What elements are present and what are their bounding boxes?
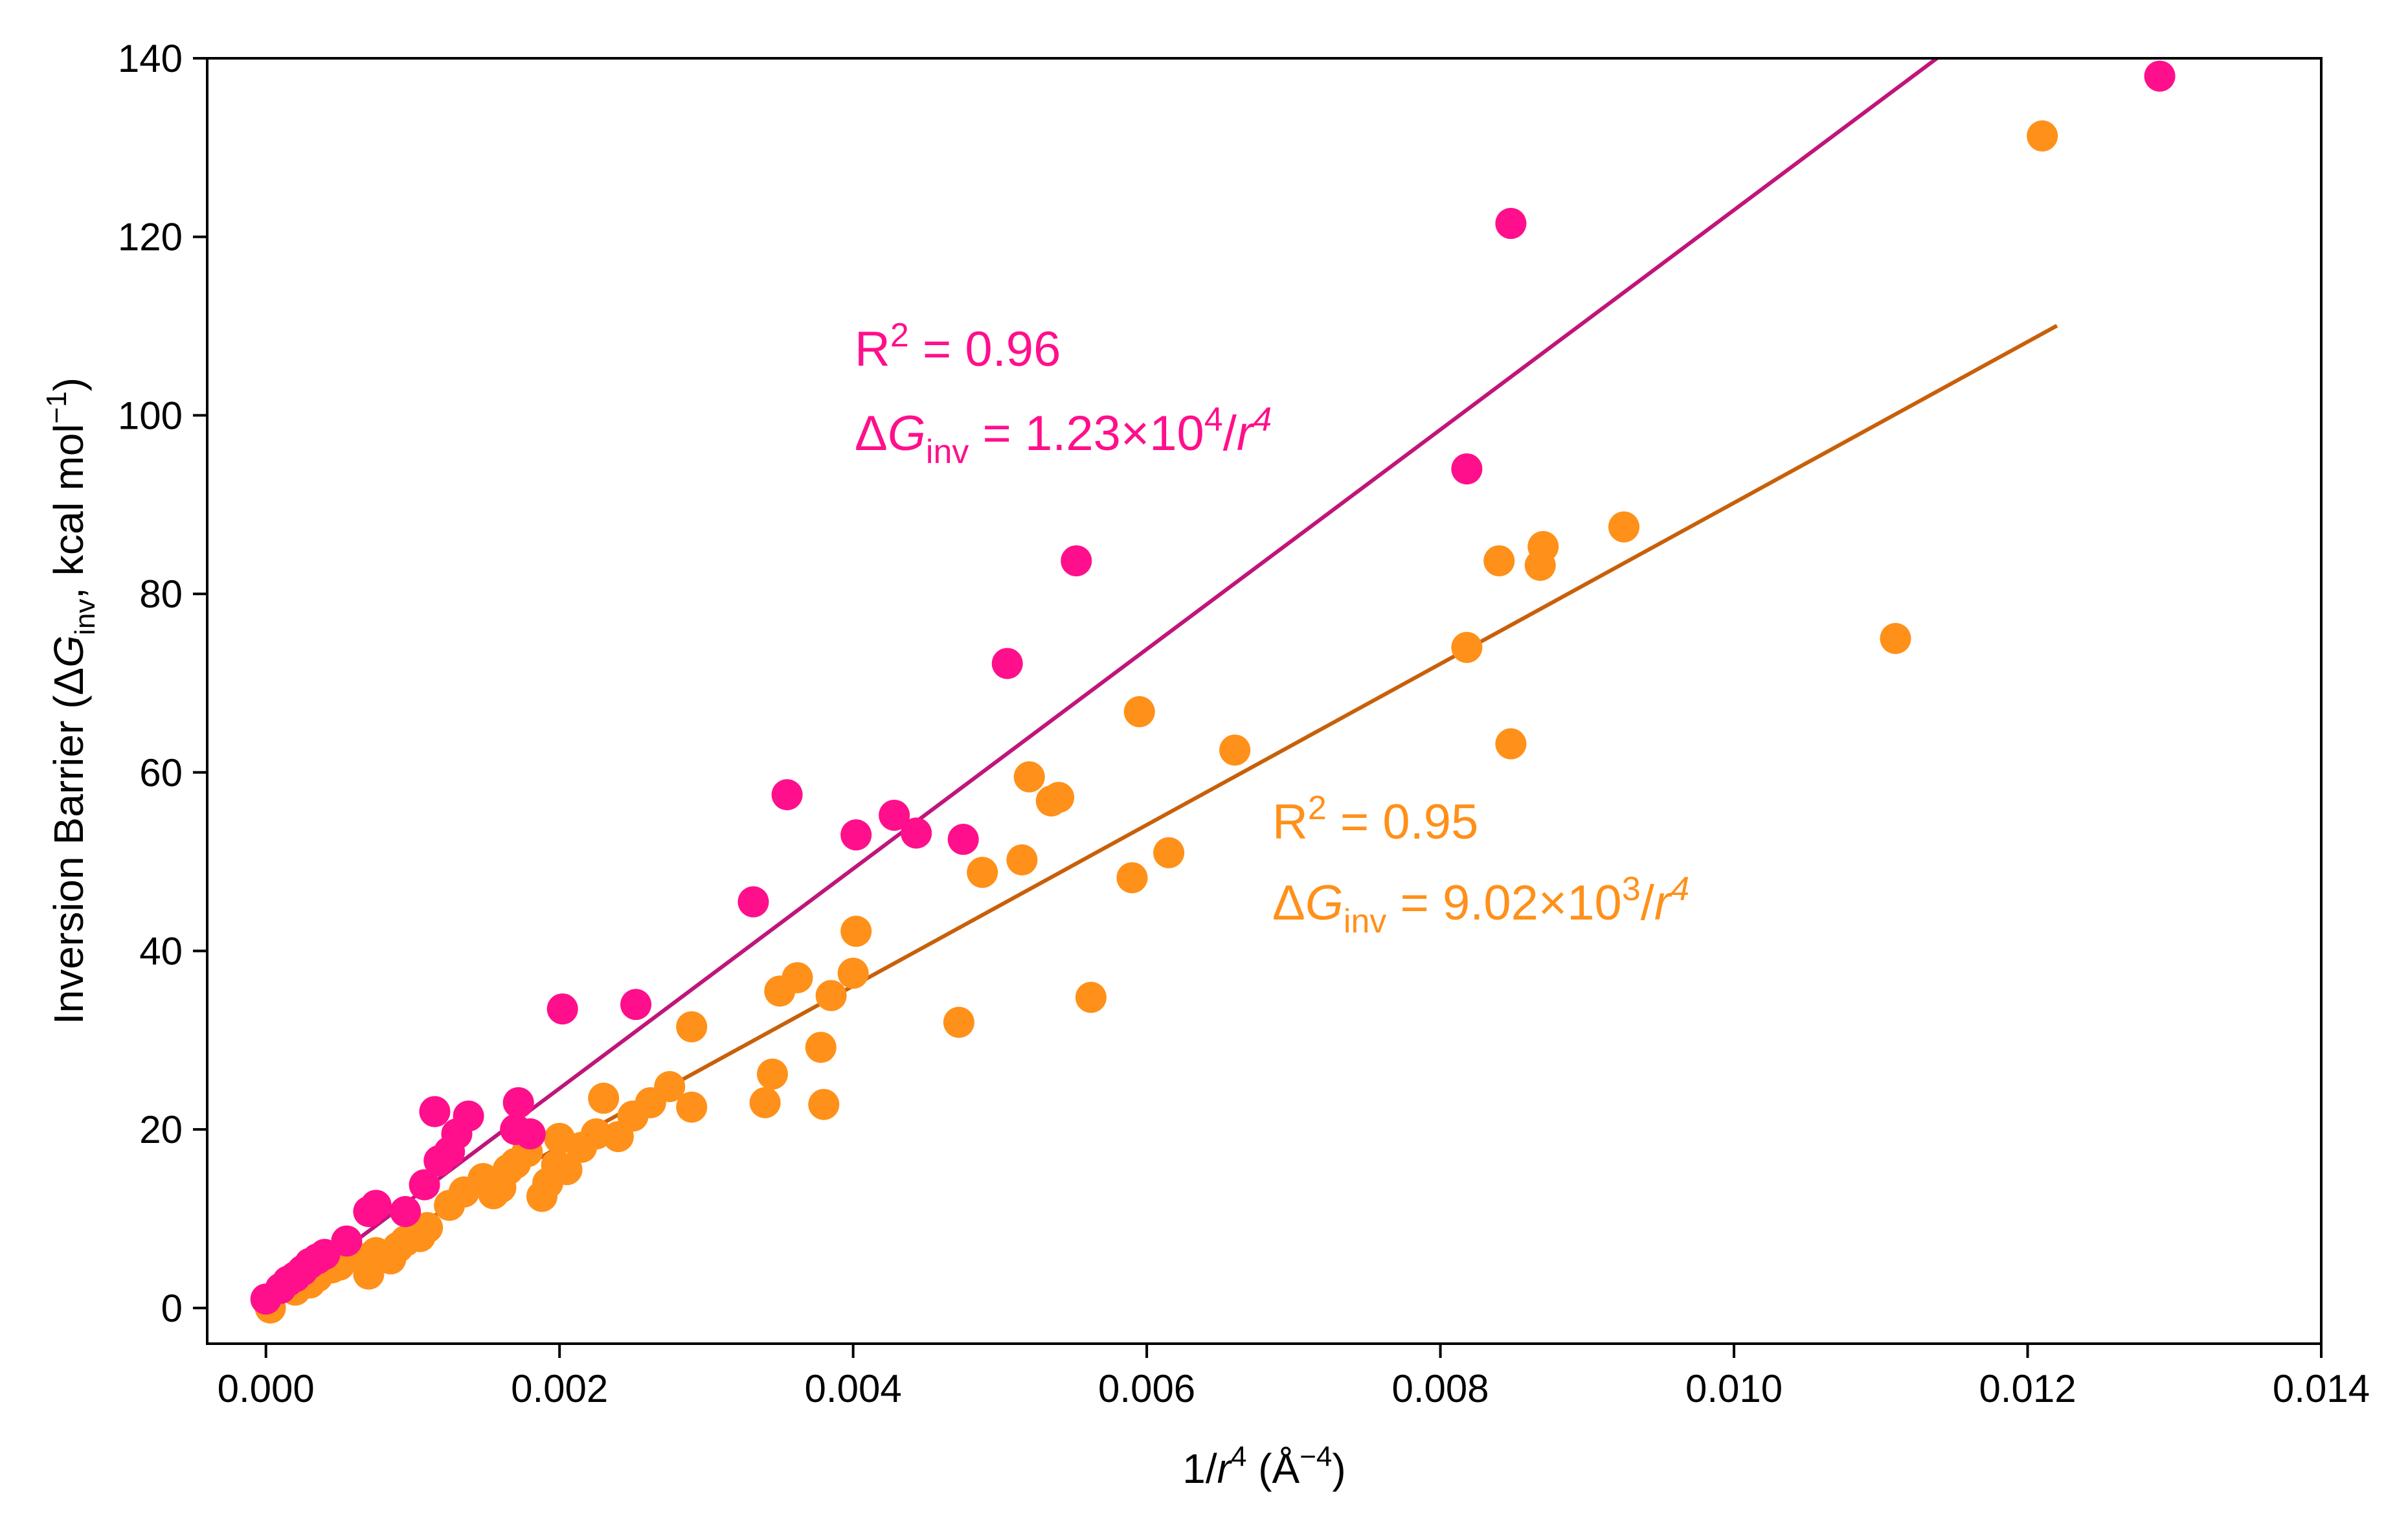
orange-r2-label: R2 = 0.95	[1272, 789, 1478, 850]
pink-data-point	[390, 1195, 422, 1227]
orange-data-point	[815, 980, 847, 1011]
orange-data-point	[1013, 761, 1045, 793]
pink-data-point	[514, 1118, 546, 1150]
pink-data-point	[771, 779, 803, 811]
x-axis-ticks: 0.000 0.002 0.004 0.006 0.008 0.010 0.012 0.014	[218, 1344, 2370, 1410]
orange-data-point	[2027, 120, 2058, 152]
orange-data-point	[676, 1091, 708, 1123]
y-axis-ticks: 0 20 40 60 80 100 120 140	[118, 37, 207, 1330]
plot-frame	[206, 57, 2323, 1345]
pink-data-point	[620, 989, 652, 1021]
pink-data-point	[2144, 60, 2176, 92]
pink-data-point	[360, 1190, 392, 1221]
y-tick-label: 100	[118, 394, 183, 437]
pink-data-point	[1495, 208, 1527, 240]
orange-data-point	[1075, 982, 1107, 1013]
orange-data-point	[1880, 623, 1911, 655]
pink-data-point	[840, 819, 872, 851]
orange-data-point	[654, 1071, 686, 1102]
pink-fit-annotation: R2 = 0.96 ΔGinv = 1.23×104/r4	[855, 317, 1272, 471]
orange-data-point	[943, 1006, 974, 1038]
x-tick-label: 0.014	[2273, 1367, 2370, 1410]
pink-data-point	[419, 1096, 451, 1127]
x-tick-label: 0.004	[805, 1367, 902, 1410]
x-tick-label: 0.002	[511, 1367, 608, 1410]
x-tick-label: 0.006	[1098, 1367, 1195, 1410]
orange-data-point	[782, 962, 813, 993]
y-tick-label: 120	[118, 216, 183, 259]
y-tick-label: 60	[139, 751, 183, 795]
orange-data-point	[1483, 545, 1515, 577]
orange-data-point	[749, 1087, 781, 1118]
orange-data-point	[412, 1212, 444, 1243]
orange-data-point	[756, 1058, 788, 1090]
orange-data-point	[1116, 862, 1148, 894]
pink-data-point	[737, 886, 769, 918]
orange-data-point	[1043, 782, 1075, 813]
orange-data-point	[1006, 844, 1038, 875]
pink-data-point	[331, 1225, 363, 1257]
orange-data-point	[808, 1089, 840, 1120]
orange-data-point	[1527, 531, 1559, 563]
y-tick-label: 140	[118, 37, 183, 80]
orange-data-point	[588, 1082, 620, 1114]
x-axis-title: 1/r4 (Å−4)	[1182, 1441, 1345, 1492]
orange-data-point	[1153, 837, 1185, 868]
pink-data-point	[879, 799, 910, 831]
pink-r2-label: R2 = 0.96	[855, 317, 1061, 377]
pink-equation-label: ΔGinv = 1.23×104/r4	[855, 401, 1272, 471]
x-tick-label: 0.000	[218, 1367, 315, 1410]
y-tick-label: 80	[139, 572, 183, 616]
x-tick-label: 0.008	[1392, 1367, 1489, 1410]
y-tick-label: 0	[161, 1287, 183, 1330]
orange-data-point	[1123, 696, 1155, 728]
x-tick-label: 0.010	[1685, 1367, 1783, 1410]
orange-data-point	[1219, 734, 1251, 766]
orange-fit-annotation: R2 = 0.95 ΔGinv = 9.02×103/r4	[1272, 789, 1689, 940]
pink-data-point	[409, 1169, 440, 1201]
orange-equation-label: ΔGinv = 9.02×103/r4	[1272, 870, 1689, 940]
data-points	[250, 60, 2176, 1324]
orange-data-point	[840, 916, 872, 947]
pink-data-point	[1061, 545, 1092, 577]
orange-data-point	[1608, 511, 1640, 543]
y-tick-label: 40	[139, 929, 183, 973]
orange-data-point	[967, 857, 998, 888]
y-axis-title: Inversion Barrier (ΔGinv, kcal mol−1)	[41, 378, 101, 1024]
orange-data-point	[805, 1032, 837, 1063]
pink-fit-line	[264, 58, 1941, 1310]
orange-data-point	[1495, 728, 1527, 760]
pink-data-point	[453, 1100, 484, 1132]
orange-data-point	[551, 1154, 583, 1186]
orange-data-point	[1451, 631, 1483, 663]
pink-data-point	[991, 648, 1023, 679]
pink-data-point	[502, 1087, 534, 1118]
orange-data-point	[837, 957, 869, 989]
pink-data-point	[1451, 453, 1483, 485]
pink-data-point	[546, 993, 578, 1025]
y-tick-label: 20	[139, 1108, 183, 1151]
orange-data-point	[676, 1011, 708, 1043]
x-tick-label: 0.012	[1979, 1367, 2076, 1410]
pink-data-point	[947, 824, 979, 855]
pink-data-point	[901, 817, 932, 849]
